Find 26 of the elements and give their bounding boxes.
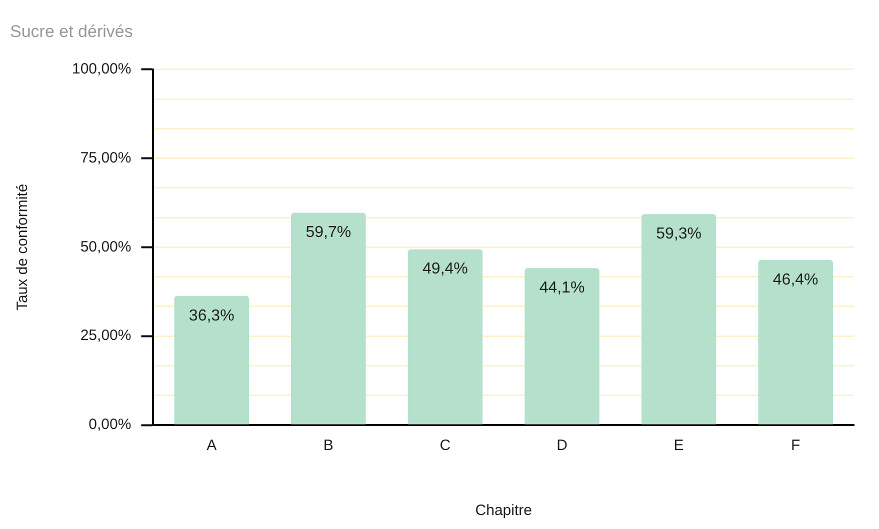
bar — [758, 260, 833, 424]
x-axis-title: Chapitre — [475, 502, 532, 520]
data-label: 44,1% — [539, 280, 585, 297]
bar — [524, 268, 600, 424]
y-tick-label: 25,00% — [80, 327, 132, 344]
bar — [291, 212, 366, 424]
data-label: 59,3% — [656, 226, 702, 243]
data-label: 49,4% — [422, 260, 468, 278]
y-tick-label: 100,00% — [72, 60, 132, 78]
y-tick-label: 75,00% — [80, 149, 132, 166]
y-axis-title: Taux de conformité — [14, 184, 32, 311]
bar — [174, 296, 249, 424]
bar — [408, 249, 483, 424]
x-tick-label: E — [674, 437, 684, 454]
bar — [641, 214, 716, 424]
chart-title: Sucre et dérivés — [10, 22, 133, 41]
data-label: 59,7% — [306, 224, 352, 242]
y-tick-label: 0,00% — [88, 416, 132, 434]
data-label: 46,4% — [772, 271, 818, 288]
data-label: 36,3% — [188, 307, 234, 324]
y-tick-label: 50,00% — [80, 238, 132, 256]
x-tick-label: A — [206, 437, 217, 454]
x-tick-label: F — [791, 437, 800, 454]
x-tick-label: B — [323, 437, 334, 454]
x-tick-label: D — [556, 437, 568, 454]
x-tick-label: C — [440, 437, 451, 454]
